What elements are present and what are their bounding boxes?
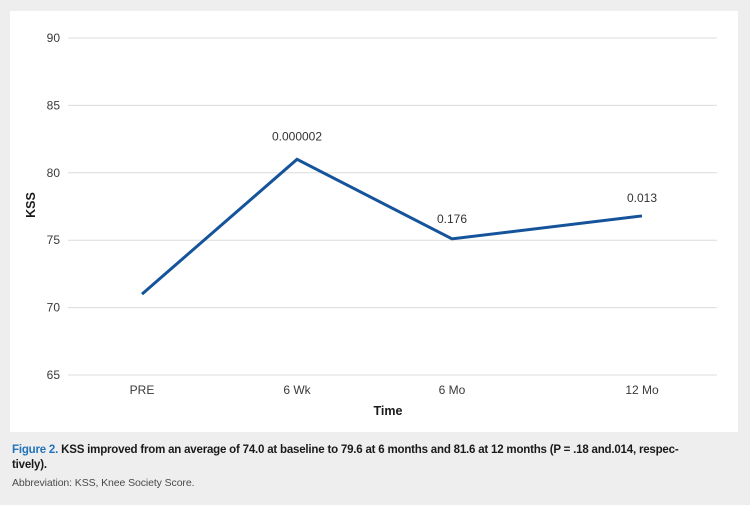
point-label-12-mo: 0.013 bbox=[627, 191, 657, 205]
figure-caption: Figure 2. KSS improved from an average o… bbox=[12, 443, 748, 489]
y-tick-label-85: 85 bbox=[47, 98, 61, 112]
x-tick-label-12-mo: 12 Mo bbox=[625, 383, 659, 397]
caption-text: Figure 2. KSS improved from an average o… bbox=[12, 443, 748, 473]
y-tick-label-65: 65 bbox=[47, 368, 61, 382]
figure-number-label: Figure 2. bbox=[12, 444, 59, 456]
y-tick-label-70: 70 bbox=[47, 301, 61, 315]
x-axis-title: Time bbox=[374, 404, 403, 418]
point-label-6-mo: 0.176 bbox=[437, 212, 467, 226]
caption-abbreviation: Abbreviation: KSS, Knee Society Score. bbox=[12, 477, 195, 489]
y-tick-label-80: 80 bbox=[47, 166, 61, 180]
caption-line2: tively). bbox=[12, 459, 47, 471]
y-tick-label-75: 75 bbox=[47, 233, 61, 247]
y-axis-title: KSS bbox=[24, 192, 38, 218]
kss-series-line bbox=[141, 157, 643, 296]
figure-panel: 90 85 80 75 70 65 PRE 6 Wk 6 Mo 12 Mo Time KSS 0.000… bbox=[10, 11, 738, 432]
kss-line-chart: 90 85 80 75 70 65 PRE 6 Wk 6 Mo 12 Mo Time KSS 0.000… bbox=[24, 31, 717, 418]
point-label-6-wk: 0.000002 bbox=[272, 129, 322, 143]
x-tick-label-6-mo: 6 Mo bbox=[439, 383, 466, 397]
x-tick-label-pre: PRE bbox=[130, 383, 155, 397]
caption-line1: KSS improved from an average of 74.0 at … bbox=[61, 444, 679, 456]
x-tick-label-6-wk: 6 Wk bbox=[283, 383, 311, 397]
y-tick-label-90: 90 bbox=[47, 31, 61, 45]
